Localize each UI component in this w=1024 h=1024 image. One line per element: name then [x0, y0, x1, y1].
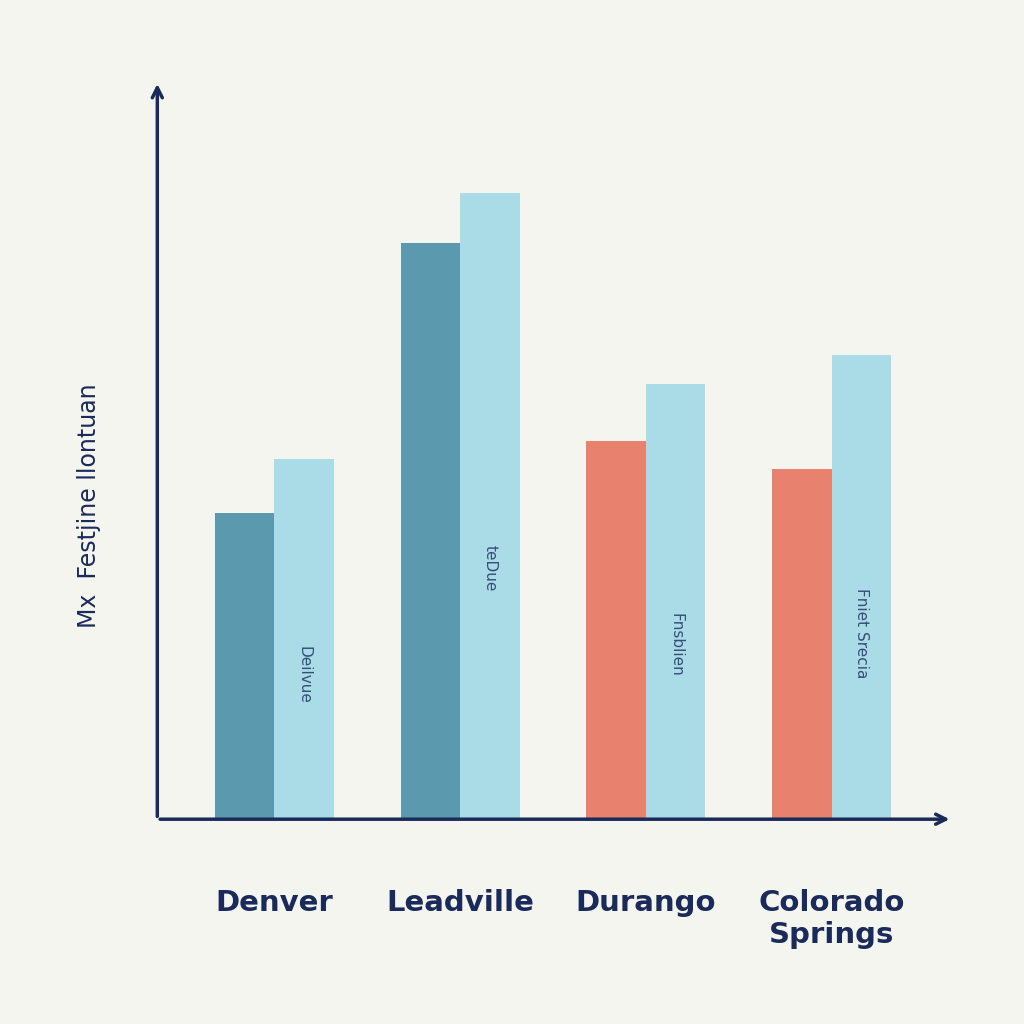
Text: Fniet Srecia: Fniet Srecia	[854, 589, 868, 679]
Text: Fnsblien: Fnsblien	[668, 613, 683, 677]
Bar	[400, 243, 460, 819]
Bar	[215, 513, 274, 819]
Text: Leadville: Leadville	[386, 889, 535, 916]
Bar	[772, 469, 831, 819]
Text: Colorado
Springs: Colorado Springs	[759, 889, 905, 949]
Text: teDue: teDue	[482, 546, 498, 592]
Bar	[831, 355, 891, 819]
Bar	[587, 441, 646, 819]
Bar	[460, 193, 519, 819]
Bar	[274, 460, 334, 819]
Text: Mx  Festjine llontuan: Mx Festjine llontuan	[77, 384, 100, 628]
Text: Denver: Denver	[215, 889, 333, 916]
Bar	[646, 384, 706, 819]
Text: Durango: Durango	[575, 889, 716, 916]
Text: Deilvue: Deilvue	[297, 646, 311, 705]
